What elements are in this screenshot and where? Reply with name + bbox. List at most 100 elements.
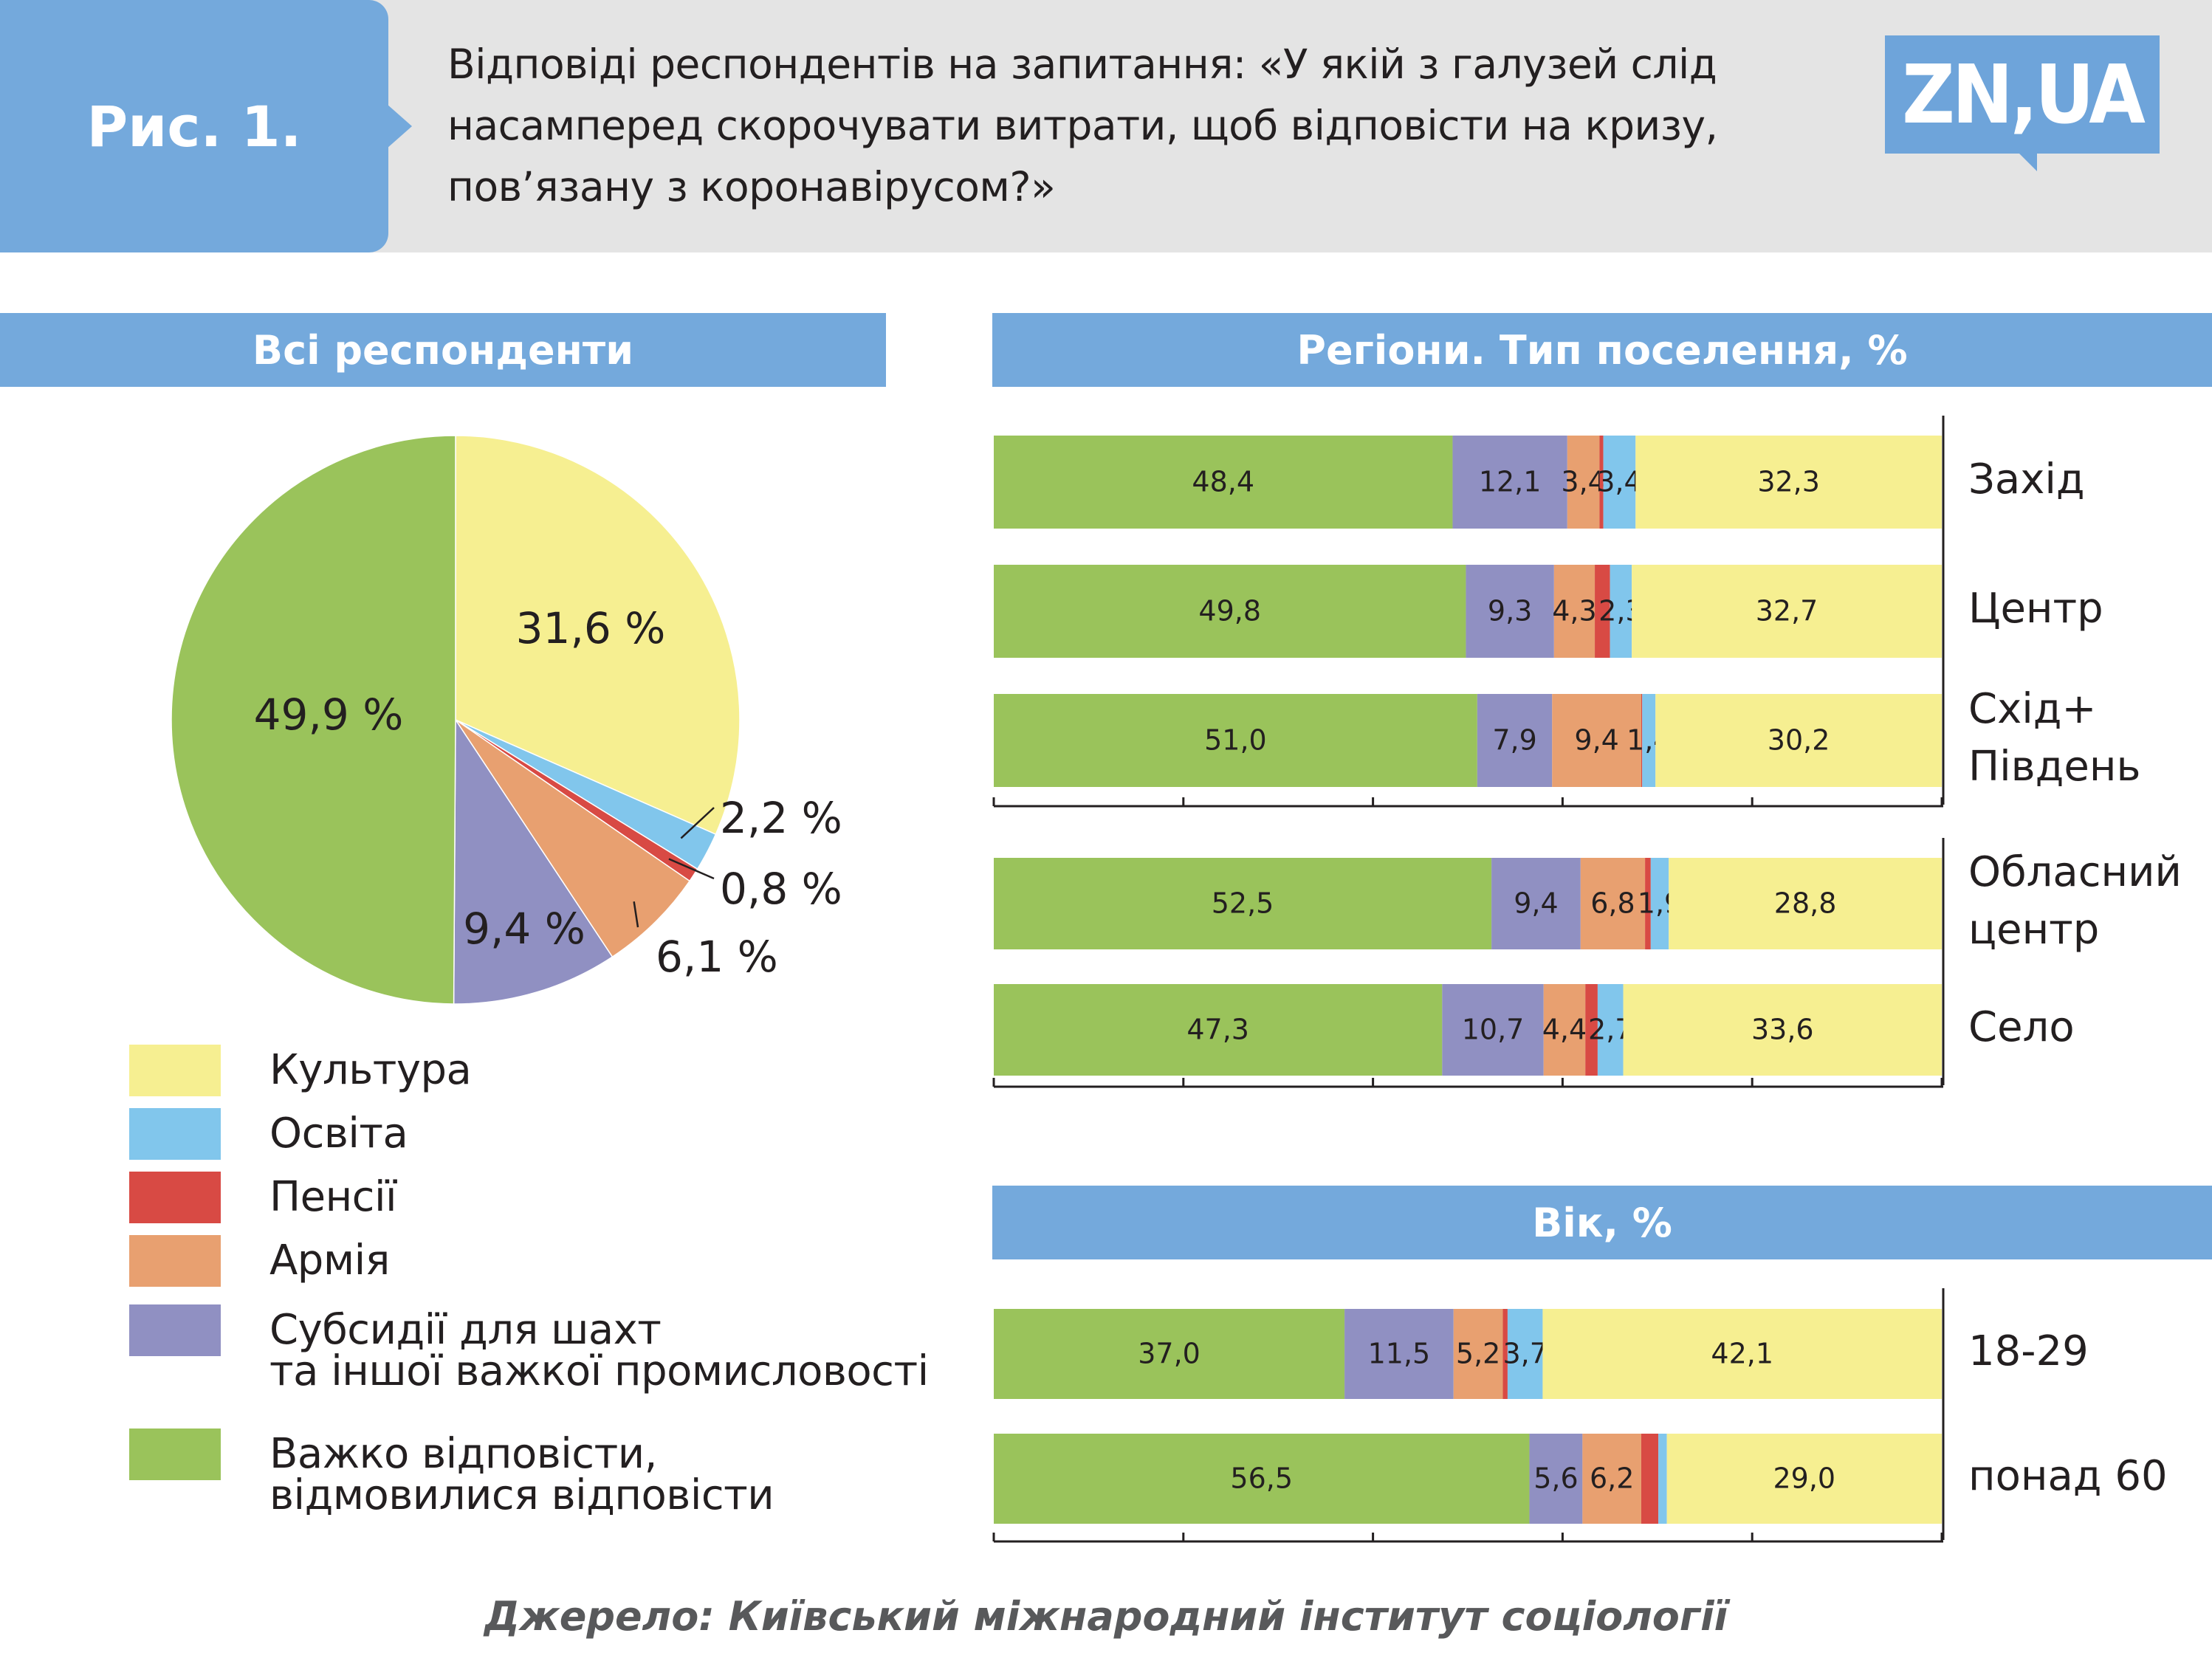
bar-label-1-0-5: 28,8 [1774, 887, 1837, 920]
bar-seg-2-0-3 [1502, 1309, 1508, 1399]
bar-label-2-0-0: 37,0 [1138, 1338, 1201, 1370]
bar-label-1-1-1: 10,7 [1462, 1014, 1525, 1046]
bar-label-1-0-1: 9,4 [1514, 887, 1558, 920]
bar-label-2-1-5: 29,0 [1773, 1462, 1836, 1495]
bar-seg-1-1-2 [1543, 984, 1586, 1076]
bar-seg-0-2-3 [1641, 694, 1643, 787]
title-line-3: пов’язану з коронавірусом?» [447, 163, 1056, 210]
bar-seg-0-1-1 [1466, 565, 1554, 658]
logo-speech-tail [2018, 152, 2037, 171]
bar-category-2-0-0: 18-29 [1968, 1327, 2089, 1375]
bar-label-2-0-5: 42,1 [1711, 1338, 1773, 1370]
bar-seg-2-0-5 [1542, 1309, 1942, 1399]
bar-label-1-1-2: 4,4 [1542, 1014, 1587, 1046]
bar-seg-0-1-0 [994, 565, 1466, 658]
bar-seg-2-1-5 [1666, 1434, 1942, 1524]
regions-section-title: Регіони. Тип поселення, % [992, 313, 2212, 387]
bar-seg-0-0-1 [1452, 436, 1567, 529]
bar-seg-2-1-2 [1582, 1434, 1641, 1524]
bar-seg-0-1-5 [1632, 565, 1942, 658]
bar-seg-0-1-2 [1553, 565, 1596, 658]
pie-slice-4 [453, 718, 614, 1005]
bar-seg-0-2-1 [1477, 694, 1553, 787]
bar-label-2-1-2: 6,2 [1590, 1462, 1634, 1495]
legend-label-2-0: Пенсії [269, 1173, 397, 1221]
pie-leader-3 [633, 901, 639, 928]
bar-seg-0-0-0 [994, 436, 1453, 529]
figure-label: Рис. 1. [86, 93, 302, 159]
bar-seg-1-0-5 [1669, 858, 1942, 949]
pie-leader-2 [668, 858, 715, 880]
bar-seg-2-1-3 [1641, 1434, 1659, 1524]
bar-seg-0-1-4 [1610, 565, 1632, 658]
legend-swatch-5 [129, 1429, 221, 1480]
bar-label-2-0-2: 5,2 [1456, 1338, 1500, 1370]
figure-label-arrow [387, 104, 412, 148]
pie-slice-3 [455, 719, 691, 958]
pie-label-4: 9,4 % [463, 904, 585, 954]
bar-label-2-0-4: 3,7 [1502, 1338, 1547, 1370]
legend-swatch-4 [129, 1304, 221, 1356]
bar-seg-2-0-0 [994, 1309, 1345, 1399]
bar-label-0-2-2: 9,4 [1574, 724, 1618, 757]
bar-seg-0-2-5 [1655, 694, 1942, 787]
bar-label-2-0-1: 11,5 [1368, 1338, 1431, 1370]
bar-category-1-1-0: Село [1968, 1003, 2075, 1051]
legend-label-1-0: Освіта [269, 1110, 408, 1158]
bar-label-0-2-0: 51,0 [1204, 724, 1267, 757]
legend-label-4-1: та іншої важкої промисловості [269, 1347, 929, 1395]
pie-label-1: 2,2 % [720, 793, 842, 843]
title-line-1: Відповіді респондентів на запитання: «У … [447, 41, 1717, 88]
pie-label-0: 31,6 % [516, 603, 666, 653]
bar-seg-1-0-1 [1491, 858, 1581, 949]
bar-label-0-0-0: 48,4 [1192, 466, 1254, 498]
bar-seg-0-0-4 [1603, 436, 1636, 529]
bar-seg-2-0-4 [1507, 1309, 1543, 1399]
bar-category-0-2-1: Південь [1968, 743, 2140, 791]
bar-category-2-1-0: понад 60 [1968, 1452, 2168, 1500]
bar-seg-2-1-1 [1529, 1434, 1583, 1524]
bar-label-1-0-0: 52,5 [1212, 887, 1274, 920]
bar-label-0-2-1: 7,9 [1492, 724, 1536, 757]
pie-label-5: 49,9 % [254, 690, 404, 740]
bar-seg-1-1-4 [1597, 984, 1624, 1076]
bar-label-2-1-0: 56,5 [1230, 1462, 1293, 1495]
bar-seg-0-2-0 [994, 694, 1477, 787]
chart-title: Відповіді респондентів на запитання: «У … [447, 34, 1835, 218]
bar-category-0-2-0: Схід+ [1968, 685, 2096, 733]
bar-seg-1-1-5 [1623, 984, 1942, 1076]
title-line-2: насамперед скорочувати витрати, щоб відп… [447, 102, 1718, 149]
pie-label-3: 6,1 % [656, 932, 778, 982]
bar-seg-1-1-1 [1442, 984, 1544, 1076]
bar-label-0-1-1: 9,3 [1488, 595, 1532, 628]
bar-seg-2-1-0 [994, 1434, 1530, 1524]
bar-seg-1-0-3 [1645, 858, 1651, 949]
bar-seg-0-0-2 [1567, 436, 1600, 529]
figure-label-box: Рис. 1. [0, 0, 388, 252]
legend-label-0-0: Культура [269, 1046, 472, 1094]
legend-swatch-2 [129, 1172, 221, 1223]
legend-label-4-0: Субсидії для шахт [269, 1306, 662, 1354]
bar-label-0-2-5: 30,2 [1768, 724, 1830, 757]
pie-slice-0 [455, 435, 741, 836]
pie-label-2: 0,8 % [720, 864, 842, 914]
bar-seg-0-2-4 [1642, 694, 1656, 787]
pie-leader-1 [680, 807, 715, 839]
legend-swatch-3 [129, 1235, 221, 1287]
legend-label-5-0: Важко відповісти, [269, 1430, 657, 1478]
legend-label-3-0: Армія [269, 1237, 390, 1285]
bar-label-0-0-5: 32,3 [1757, 466, 1820, 498]
bar-category-0-1-0: Центр [1968, 585, 2103, 633]
legend-label-5-1: відмовилися відповісти [269, 1471, 774, 1519]
bar-seg-2-0-2 [1453, 1309, 1503, 1399]
bar-label-1-1-5: 33,6 [1751, 1014, 1814, 1046]
bar-seg-1-0-4 [1650, 858, 1669, 949]
bar-label-0-0-4: 3,4 [1597, 466, 1641, 498]
bar-seg-0-0-3 [1599, 436, 1604, 529]
age-section-title: Вік, % [992, 1186, 2212, 1259]
bar-category-0-0-0: Захід [1968, 455, 2085, 503]
bar-label-2-1-1: 5,6 [1533, 1462, 1578, 1495]
